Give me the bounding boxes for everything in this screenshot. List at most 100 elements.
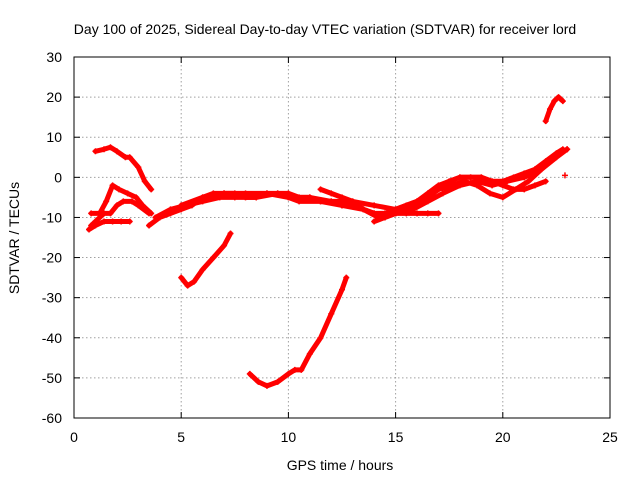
- y-tick-label: -30: [42, 290, 62, 306]
- data-point: [191, 278, 198, 285]
- data-point: [274, 378, 281, 385]
- data-point: [88, 210, 95, 217]
- data-point: [101, 146, 108, 153]
- series-track-9: [371, 210, 442, 225]
- data-point: [107, 210, 114, 217]
- data-point: [113, 148, 120, 155]
- series-line: [146, 146, 566, 228]
- data-point: [381, 214, 388, 221]
- data-point: [551, 154, 558, 161]
- y-tick-label: -60: [42, 410, 62, 426]
- y-tick-label: 0: [54, 169, 62, 185]
- x-tick-label: 15: [388, 429, 404, 445]
- x-tick-label: 5: [177, 429, 185, 445]
- data-point: [424, 190, 431, 197]
- data-point: [546, 106, 553, 113]
- data-point: [561, 172, 568, 179]
- data-point: [328, 310, 335, 317]
- data-point: [109, 218, 116, 225]
- y-tick-labels: -60 -50 -40 -30 -20 -10 0 10 20 30: [42, 49, 62, 426]
- y-tick-label: 10: [46, 129, 62, 145]
- series-line: [247, 275, 349, 389]
- data-point: [564, 146, 571, 153]
- data-point: [435, 182, 442, 189]
- data-point: [538, 166, 545, 173]
- data-point: [306, 194, 313, 201]
- data-point: [199, 266, 206, 273]
- data-point: [101, 210, 108, 217]
- series-track-10: [178, 230, 234, 289]
- data-point: [152, 214, 159, 221]
- series-line: [178, 231, 233, 289]
- data-point: [135, 202, 142, 209]
- data-point: [113, 202, 120, 209]
- y-axis-label: SDTVAR / TECUs: [6, 182, 22, 294]
- data-point: [343, 274, 350, 281]
- data-point: [414, 198, 421, 205]
- data-point: [414, 210, 421, 217]
- y-tick-label: 30: [46, 49, 62, 65]
- data-point: [392, 210, 399, 217]
- data-point: [118, 218, 125, 225]
- data-point: [148, 186, 155, 193]
- series-track-8: [317, 174, 549, 217]
- axis-ticks: [73, 56, 611, 419]
- data-point: [317, 334, 324, 341]
- series-track-3: [88, 198, 153, 229]
- data-point: [242, 190, 249, 197]
- y-tick-label: -20: [42, 250, 62, 266]
- data-point: [92, 222, 99, 229]
- data-point: [521, 174, 528, 181]
- data-point: [221, 242, 228, 249]
- series-line: [318, 174, 549, 216]
- y-tick-label: -40: [42, 330, 62, 346]
- data-point: [349, 198, 356, 205]
- grid: [74, 57, 610, 418]
- data-point: [107, 144, 114, 151]
- plot-frame: [73, 56, 611, 419]
- y-tick-label: 20: [46, 89, 62, 105]
- data-point: [227, 230, 234, 237]
- data-point: [489, 178, 496, 185]
- data-point: [126, 218, 133, 225]
- data-point: [439, 190, 446, 197]
- series-track-11: [246, 274, 350, 389]
- data-point: [456, 174, 463, 181]
- data-point: [339, 286, 345, 293]
- series-line: [92, 144, 154, 192]
- data-point: [424, 210, 431, 217]
- data-point: [521, 186, 528, 193]
- data-point: [328, 198, 335, 205]
- data-point: [184, 282, 191, 289]
- data-point: [109, 182, 116, 189]
- data-point: [531, 182, 538, 189]
- data-point: [448, 182, 455, 189]
- data-point: [510, 186, 517, 193]
- data-point: [178, 202, 185, 209]
- data-point: [128, 198, 135, 205]
- data-point: [285, 194, 292, 201]
- data-point: [116, 186, 123, 193]
- x-axis-label: GPS time / hours: [287, 457, 394, 473]
- data-point: [499, 182, 506, 189]
- data-point: [525, 178, 532, 185]
- series-track-13: [561, 172, 568, 179]
- data-point: [371, 218, 378, 225]
- series-track-12: [542, 94, 566, 125]
- data-point: [504, 178, 511, 185]
- data-point: [263, 382, 270, 389]
- y-tick-label: -50: [42, 370, 62, 386]
- data-point: [542, 178, 549, 185]
- data-point: [263, 190, 270, 197]
- x-tick-label: 20: [495, 429, 511, 445]
- data-point: [285, 370, 292, 377]
- data-point: [221, 190, 228, 197]
- data-point: [371, 210, 378, 217]
- data-series: [86, 94, 571, 389]
- data-point: [306, 350, 313, 357]
- data-point: [328, 190, 335, 197]
- series-track-1: [92, 144, 155, 193]
- data-point: [298, 366, 305, 373]
- data-point: [551, 98, 558, 105]
